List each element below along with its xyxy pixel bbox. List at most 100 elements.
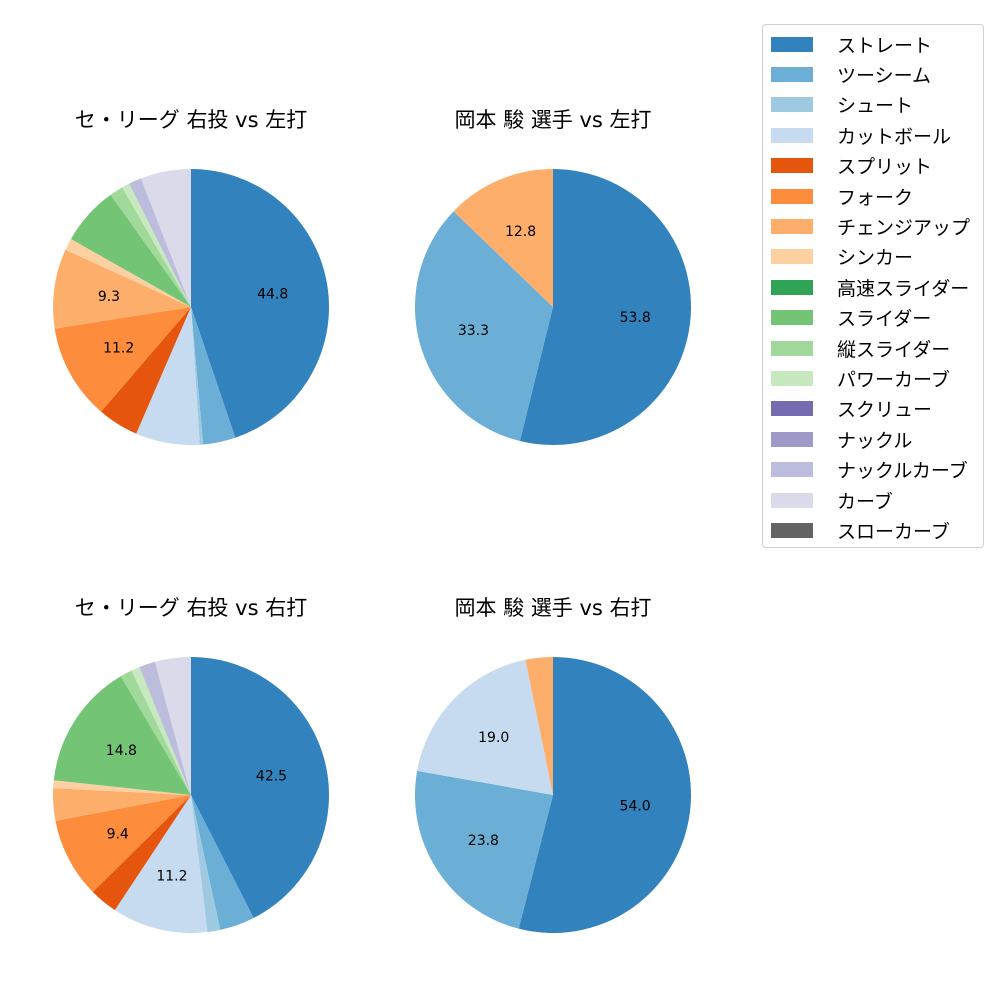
pie-slice bbox=[191, 307, 204, 445]
legend-item: ストレート bbox=[771, 32, 933, 57]
pie-slice bbox=[155, 657, 191, 795]
pie-slice bbox=[54, 307, 192, 412]
pie-slice bbox=[92, 795, 191, 911]
legend-label: スクリュー bbox=[837, 399, 933, 422]
chart-title-player-vs-right: 岡本 駿 選手 vs 右打 bbox=[454, 596, 652, 620]
slice-value-label: 9.3 bbox=[98, 289, 120, 305]
pie-slice bbox=[55, 795, 191, 892]
legend-label: ナックル bbox=[837, 429, 913, 452]
legend-item: スクリュー bbox=[771, 397, 932, 421]
pie-slice bbox=[53, 676, 191, 795]
legend-item: カットボール bbox=[771, 123, 952, 148]
legend-label: ストレート bbox=[837, 34, 933, 57]
legend-item: 縦スライダー bbox=[771, 336, 951, 361]
pie-slice bbox=[141, 169, 191, 307]
slice-value-label: 19.0 bbox=[478, 730, 509, 746]
legend-swatch bbox=[771, 97, 813, 113]
pie-slice bbox=[120, 670, 191, 795]
legend-swatch bbox=[771, 401, 813, 417]
legend-item: スローカーブ bbox=[771, 518, 950, 543]
legend-swatch bbox=[771, 431, 813, 447]
slice-value-label: 9.4 bbox=[107, 827, 129, 843]
legend-label: スプリット bbox=[837, 156, 933, 179]
pie-slice bbox=[518, 657, 691, 933]
slice-value-label: 14.8 bbox=[106, 743, 137, 759]
legend-item: シンカー bbox=[771, 245, 913, 269]
legend-label: 高速スライダー bbox=[837, 277, 970, 300]
slice-value-label: 11.2 bbox=[156, 869, 187, 885]
legend-swatch bbox=[771, 158, 813, 174]
legend-item: カーブ bbox=[771, 488, 893, 513]
pie-slice bbox=[519, 169, 692, 445]
pie-slice bbox=[131, 667, 191, 795]
slice-value-label: 44.8 bbox=[257, 287, 288, 303]
legend-label: チェンジアップ bbox=[837, 216, 971, 239]
legend-swatch bbox=[771, 218, 813, 234]
pie-slice bbox=[191, 169, 329, 438]
pie-slice bbox=[101, 307, 191, 434]
legend-label: シュート bbox=[837, 95, 914, 118]
pie-slice bbox=[110, 187, 191, 307]
legend-label: カーブ bbox=[837, 490, 893, 513]
legend-item: チェンジアップ bbox=[771, 214, 971, 239]
slice-value-label: 11.2 bbox=[103, 340, 134, 356]
legend-item: シュート bbox=[771, 93, 913, 117]
pie-slice bbox=[191, 795, 254, 930]
legend: ストレートツーシームシュートカットボール スプリットフォークチェンジアップ シンカー… bbox=[762, 24, 984, 548]
legend-label: シンカー bbox=[837, 247, 914, 270]
pie-slice bbox=[65, 239, 191, 307]
legend-item: パワーカーブ bbox=[771, 366, 950, 391]
pie-slice bbox=[53, 249, 191, 329]
chart-title-league-vs-right: セ・リーグ 右投 vs 右打 bbox=[74, 596, 308, 620]
legend-swatch bbox=[771, 249, 813, 265]
slice-value-label: 23.8 bbox=[468, 833, 499, 849]
legend-swatch bbox=[771, 36, 813, 52]
legend-item: フォーク bbox=[771, 184, 914, 209]
legend-item: ナックル bbox=[771, 427, 913, 452]
pie-slice bbox=[525, 657, 553, 795]
pie-slice bbox=[114, 795, 208, 934]
pie-slice bbox=[415, 211, 553, 441]
legend-swatch bbox=[771, 340, 813, 356]
legend-label: スローカーブ bbox=[837, 520, 950, 543]
legend-swatch bbox=[771, 66, 813, 82]
pie-slice bbox=[129, 178, 191, 307]
legend-label: 縦スライダー bbox=[837, 338, 951, 361]
legend-label: パワーカーブ bbox=[837, 368, 950, 391]
legend-label: フォーク bbox=[837, 186, 914, 209]
slice-value-label: 54.0 bbox=[620, 798, 651, 814]
legend-swatch bbox=[771, 492, 813, 508]
legend-swatch bbox=[771, 279, 813, 295]
slice-value-label: 33.3 bbox=[458, 323, 489, 339]
pie-slice bbox=[122, 183, 191, 307]
legend-item: スライダー bbox=[771, 306, 931, 330]
pie-slice bbox=[53, 788, 191, 821]
legend-swatch bbox=[771, 462, 813, 478]
legend-item: 高速スライダー bbox=[771, 275, 970, 300]
slice-value-label: 12.8 bbox=[505, 224, 536, 240]
legend-swatch bbox=[771, 522, 813, 538]
legend-swatch bbox=[771, 127, 813, 143]
chart-title-player-vs-left: 岡本 駿 選手 vs 左打 bbox=[454, 108, 652, 132]
pie-slice bbox=[70, 194, 191, 307]
pie-slice bbox=[191, 657, 330, 918]
pie-slice bbox=[414, 770, 553, 929]
legend-item: スプリット bbox=[771, 154, 932, 178]
pie-slice bbox=[191, 307, 236, 445]
legend-swatch bbox=[771, 310, 813, 326]
legend-swatch bbox=[771, 188, 813, 204]
pie-slice bbox=[417, 659, 553, 795]
pie-slice bbox=[53, 780, 191, 795]
legend-label: ツーシーム bbox=[837, 64, 932, 87]
pie-slice bbox=[191, 795, 221, 933]
chart-title-league-vs-left: セ・リーグ 右投 vs 左打 bbox=[74, 108, 308, 132]
legend-item: ツーシーム bbox=[771, 62, 932, 87]
pie-slice bbox=[139, 661, 191, 795]
pie-slice bbox=[453, 169, 553, 307]
legend-label: カットボール bbox=[837, 125, 952, 148]
slice-value-label: 42.5 bbox=[256, 769, 287, 785]
legend-label: スライダー bbox=[837, 308, 932, 331]
